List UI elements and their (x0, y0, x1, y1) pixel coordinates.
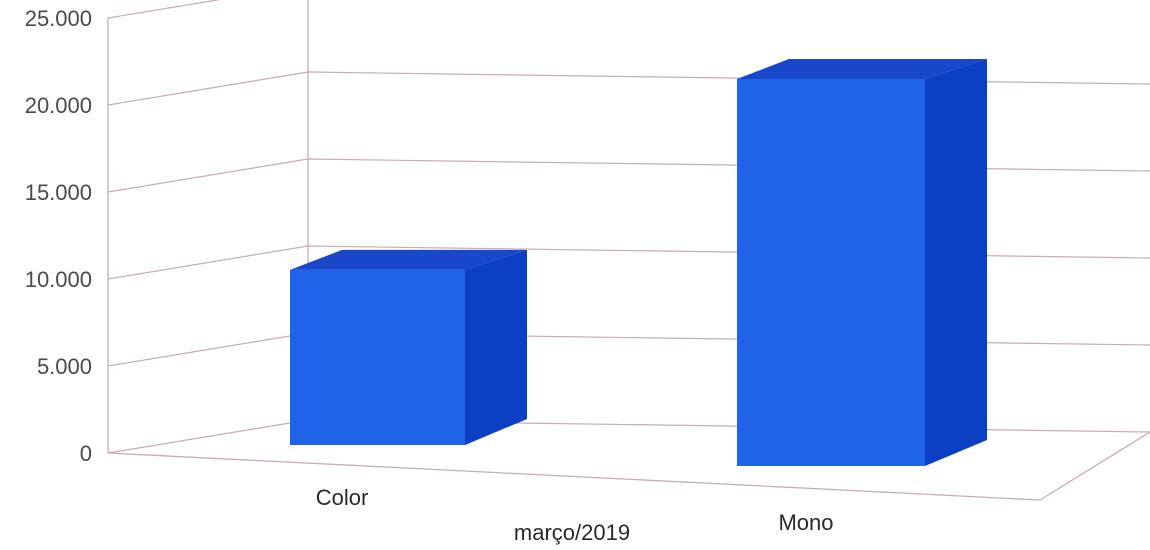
y-tick-label: 10.000 (25, 267, 92, 292)
bars (290, 59, 987, 466)
gridline (107, 0, 221, 19)
gridline (107, 71, 1150, 106)
bar-top-face (737, 59, 987, 79)
gridline (107, 419, 1150, 454)
bar-side-face (465, 249, 527, 445)
bar-front-face (290, 269, 465, 445)
category-labels: Color Mono (316, 485, 834, 535)
bar-side-face (925, 59, 987, 466)
gridlines (107, 0, 1150, 454)
y-tick-label: 0 (80, 441, 92, 466)
y-tick-label: 25.000 (25, 6, 92, 31)
x-axis-label: março/2019 (514, 520, 630, 545)
category-label: Mono (778, 510, 833, 535)
gridline (107, 245, 1150, 280)
bar-front-face (737, 79, 925, 466)
bar-color (290, 249, 527, 445)
bar-top-face (290, 249, 527, 270)
gridline (107, 158, 1150, 193)
y-tick-label: 5.000 (37, 354, 92, 379)
floor-front-edge (107, 452, 1041, 501)
y-tick-label: 20.000 (25, 93, 92, 118)
gridline (107, 332, 1150, 367)
y-tick-label: 15.000 (25, 180, 92, 205)
category-label: Color (316, 485, 369, 510)
y-axis-ticks: 0 5.000 10.000 15.000 20.000 25.000 (25, 6, 92, 466)
floor-right-edge (1039, 431, 1150, 501)
bar-mono (737, 59, 987, 466)
